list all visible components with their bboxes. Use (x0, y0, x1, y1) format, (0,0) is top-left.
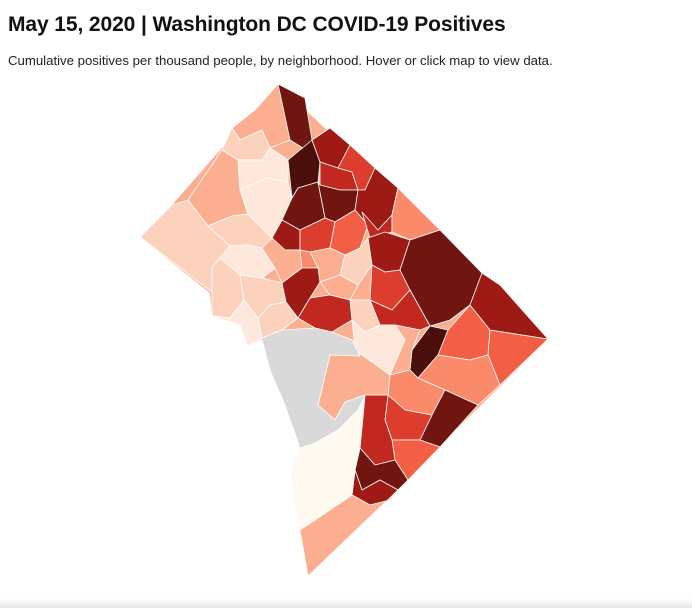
neighborhood-31[interactable] (281, 267, 321, 319)
bottom-fade (0, 598, 692, 608)
page-title: May 15, 2020 | Washington DC COVID-19 Po… (8, 13, 506, 36)
neighborhood-25[interactable] (391, 187, 441, 241)
page-subtitle: Cumulative positives per thousand people… (8, 53, 553, 68)
neighborhood-47[interactable] (469, 272, 549, 340)
neighborhood-53[interactable] (289, 394, 366, 531)
neighborhood-32[interactable] (319, 274, 359, 301)
neighborhood-35[interactable] (399, 229, 483, 327)
neighborhood-55[interactable] (247, 327, 366, 449)
